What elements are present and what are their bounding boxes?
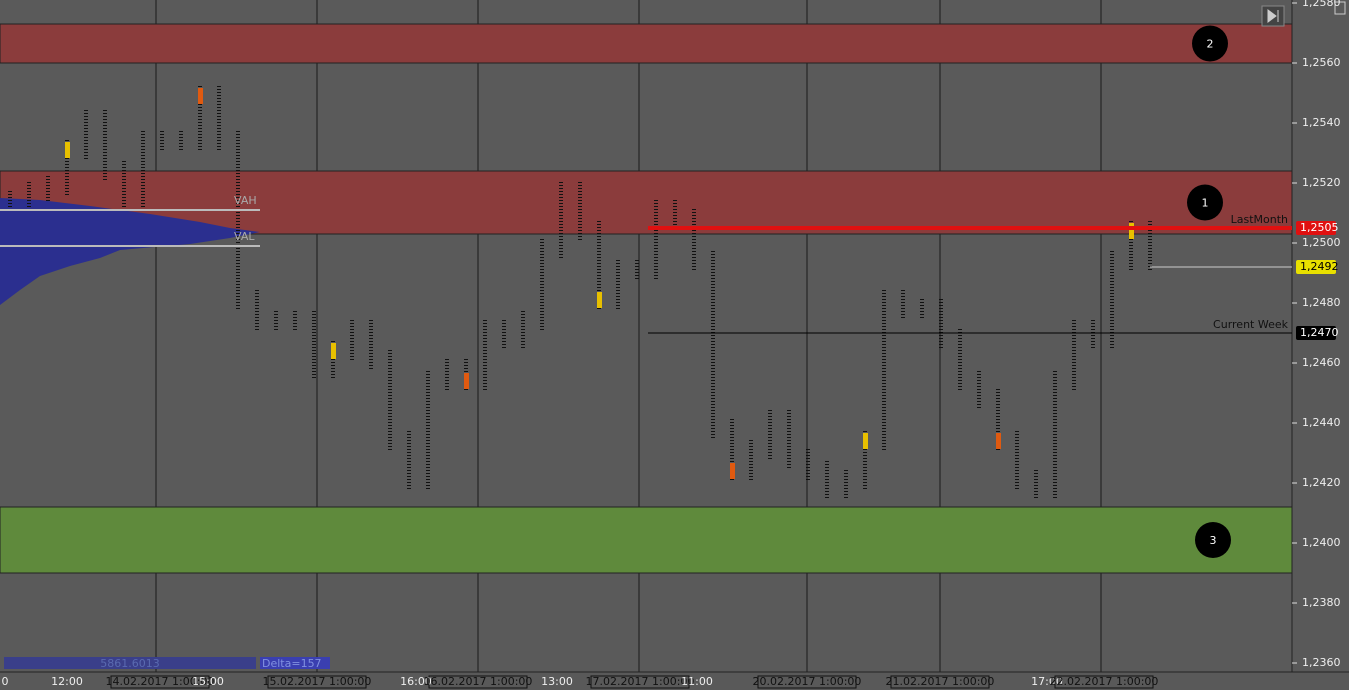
x-label-box <box>757 675 857 689</box>
y-tick-label: 1,2460 <box>1302 356 1341 369</box>
x-label-box <box>267 675 367 689</box>
y-tick-label: 1,2400 <box>1302 536 1341 549</box>
x-tick-label: 13:00 <box>541 675 573 688</box>
x-label-box <box>428 675 528 689</box>
zone-label: 2 <box>1207 38 1214 51</box>
x-tick-label: 21.02.2017 1:00:00 <box>886 675 995 688</box>
y-tick-label: 1,2380 <box>1302 596 1341 609</box>
y-tick-label: 1,2540 <box>1302 116 1341 129</box>
y-tick-label: 1,2500 <box>1302 236 1341 249</box>
x-tick-label: 16.02.2017 1:00:00 <box>424 675 533 688</box>
price-tag-label: 1,2492 <box>1300 260 1339 273</box>
delta-box <box>260 657 330 669</box>
zone-marker <box>1187 184 1223 221</box>
x-tick-label: 0 <box>2 675 9 688</box>
y-tick-label: 1,2580 <box>1302 0 1341 9</box>
zone-marker <box>1195 522 1231 558</box>
scroll-end-icon <box>1267 9 1279 23</box>
y-tick-label: 1,2520 <box>1302 176 1341 189</box>
poc-highlight <box>1129 223 1134 239</box>
y-tick-label: 1,2440 <box>1302 416 1341 429</box>
value-area-label: VAL <box>234 230 255 243</box>
x-tick-label: 15:00 <box>192 675 224 688</box>
y-tick-label: 1,2420 <box>1302 476 1341 489</box>
zone-label: 1 <box>1202 197 1209 210</box>
x-tick-label: 15.02.2017 1:00:00 <box>263 675 372 688</box>
zone <box>0 506 1293 574</box>
price-tag <box>1296 260 1336 274</box>
poc-highlight <box>464 373 469 389</box>
level-name: Current Week <box>1213 318 1289 331</box>
volume-profile <box>0 198 260 305</box>
x-tick-label: 14.02.2017 1:00:00 <box>106 675 215 688</box>
poc-highlight <box>198 88 203 104</box>
x-tick-label: 11:00 <box>681 675 713 688</box>
poc-highlight <box>597 292 602 308</box>
x-label-box <box>890 675 990 689</box>
value-area-label: VAH <box>234 194 257 207</box>
poc-highlight <box>331 343 336 359</box>
volume-info: 5861.6013 <box>100 657 160 670</box>
y-tick-label: 1,2480 <box>1302 296 1341 309</box>
zone <box>0 23 1293 64</box>
price-tag <box>1296 326 1336 340</box>
zone <box>0 170 1293 235</box>
y-tick-label: 1,2560 <box>1302 56 1341 69</box>
f-button[interactable] <box>1334 1 1346 15</box>
level-name: LastMonth <box>1231 213 1288 226</box>
price-tag-label: 1,2505 <box>1300 221 1339 234</box>
poc-highlight <box>65 142 70 158</box>
poc-highlight <box>730 463 735 479</box>
x-label-box <box>110 675 210 689</box>
volume-box <box>4 657 256 669</box>
y-tick-label: 1,2360 <box>1302 656 1341 669</box>
x-tick-label: 22.02.2017 1:00:00 <box>1050 675 1159 688</box>
x-label-box <box>590 675 690 689</box>
x-tick-label: 17.02.2017 1:00:00 <box>586 675 695 688</box>
x-tick-label: 20.02.2017 1:00:00 <box>753 675 862 688</box>
x-tick-label: 12:00 <box>51 675 83 688</box>
x-label-box <box>1054 675 1154 689</box>
poc-highlight <box>996 433 1001 449</box>
price-tag <box>1296 221 1336 235</box>
delta-info: Delta=157 <box>262 657 322 670</box>
zone-marker <box>1192 25 1228 62</box>
x-tick-label: 16:00 <box>400 675 432 688</box>
poc-highlight <box>863 433 868 449</box>
zone-label: 3 <box>1210 534 1217 547</box>
price-tag-label: 1,2470 <box>1300 326 1339 339</box>
